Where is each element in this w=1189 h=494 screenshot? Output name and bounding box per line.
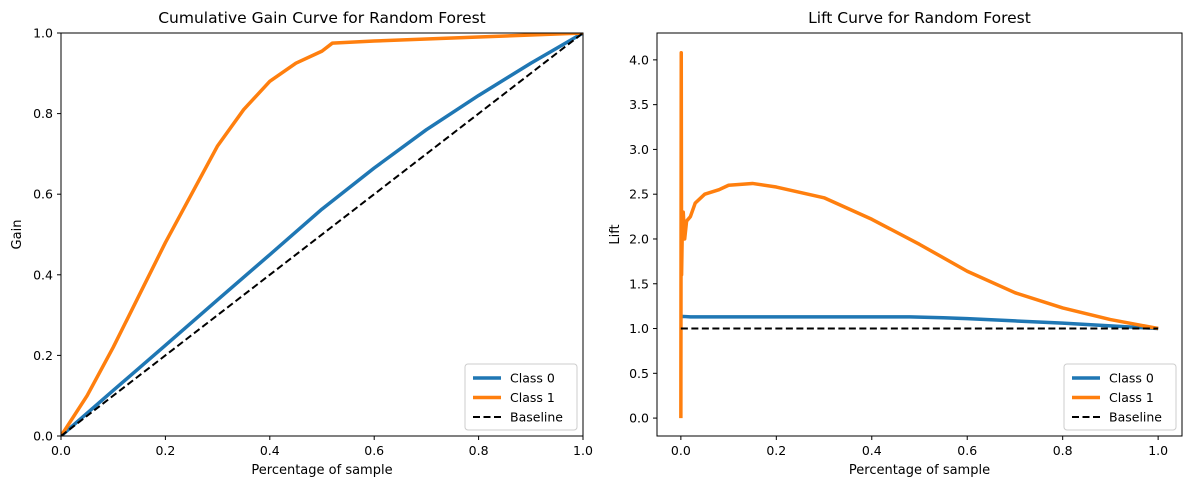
cumulative-gain-chart: Cumulative Gain Curve for Random Forest … bbox=[10, 9, 593, 478]
y-tick-label: 0.2 bbox=[33, 348, 53, 363]
x-tick-label: 0.2 bbox=[155, 443, 175, 458]
legend: Class 0 Class 1 Baseline bbox=[1063, 363, 1177, 431]
y-tick-label: 1.0 bbox=[33, 26, 53, 41]
y-axis-label: Lift bbox=[608, 224, 623, 244]
legend-label: Baseline bbox=[510, 410, 563, 425]
plot-area bbox=[679, 50, 1159, 419]
y-tick-label: 2.5 bbox=[629, 187, 649, 202]
x-tick-label: 0.4 bbox=[862, 443, 882, 458]
x-tick-label: 0.2 bbox=[766, 443, 786, 458]
series-line-baseline bbox=[61, 33, 583, 436]
y-tick-label: 1.0 bbox=[629, 321, 649, 336]
x-axis-label: Percentage of sample bbox=[251, 463, 392, 478]
y-tick-label: 0.8 bbox=[33, 106, 53, 121]
legend-label: Class 0 bbox=[510, 371, 555, 386]
lift-chart: Lift Curve for Random Forest Percentage … bbox=[608, 9, 1183, 478]
x-axis-label: Percentage of sample bbox=[849, 463, 990, 478]
y-tick-label: 0.5 bbox=[629, 366, 649, 381]
axes-frame bbox=[656, 32, 1183, 437]
chart-title: Lift Curve for Random Forest bbox=[808, 9, 1031, 27]
y-tick-label: 0.6 bbox=[33, 187, 53, 202]
legend: Class 0 Class 1 Baseline bbox=[464, 363, 578, 431]
y-tick-label: 3.5 bbox=[629, 97, 649, 112]
series-line-class-1 bbox=[61, 33, 583, 436]
y-tick-label: 0.4 bbox=[33, 267, 53, 282]
y-tick-label: 4.0 bbox=[629, 52, 649, 67]
x-tick-label: 0.8 bbox=[469, 443, 489, 458]
y-tick-label: 3.0 bbox=[629, 142, 649, 157]
axes-frame bbox=[60, 32, 584, 437]
x-tick-label: 0.8 bbox=[1053, 443, 1073, 458]
legend-label: Class 1 bbox=[510, 390, 555, 405]
plot-area bbox=[61, 33, 583, 436]
legend-label: Class 0 bbox=[1109, 371, 1154, 386]
x-tick-label: 0.0 bbox=[51, 443, 71, 458]
x-tick-label: 0.4 bbox=[260, 443, 280, 458]
series-line-class-0 bbox=[61, 33, 583, 436]
chart-title: Cumulative Gain Curve for Random Forest bbox=[158, 9, 486, 27]
series-line-class-1 bbox=[679, 50, 1159, 419]
x-tick-label: 0.6 bbox=[957, 443, 977, 458]
legend-box bbox=[1063, 363, 1177, 431]
legend-label: Class 1 bbox=[1109, 390, 1154, 405]
legend-box bbox=[464, 363, 578, 431]
y-tick-label: 0.0 bbox=[33, 429, 53, 444]
series-line-class-0 bbox=[680, 314, 1159, 331]
y-axis-label: Gain bbox=[10, 220, 25, 250]
legend-label: Baseline bbox=[1109, 410, 1162, 425]
y-tick-label: 0.0 bbox=[629, 411, 649, 426]
x-tick-label: 0.6 bbox=[364, 443, 384, 458]
y-tick-label: 1.5 bbox=[629, 276, 649, 291]
x-tick-label: 1.0 bbox=[1148, 443, 1168, 458]
x-tick-label: 0.0 bbox=[671, 443, 691, 458]
y-tick-label: 2.0 bbox=[629, 231, 649, 246]
x-tick-label: 1.0 bbox=[573, 443, 593, 458]
